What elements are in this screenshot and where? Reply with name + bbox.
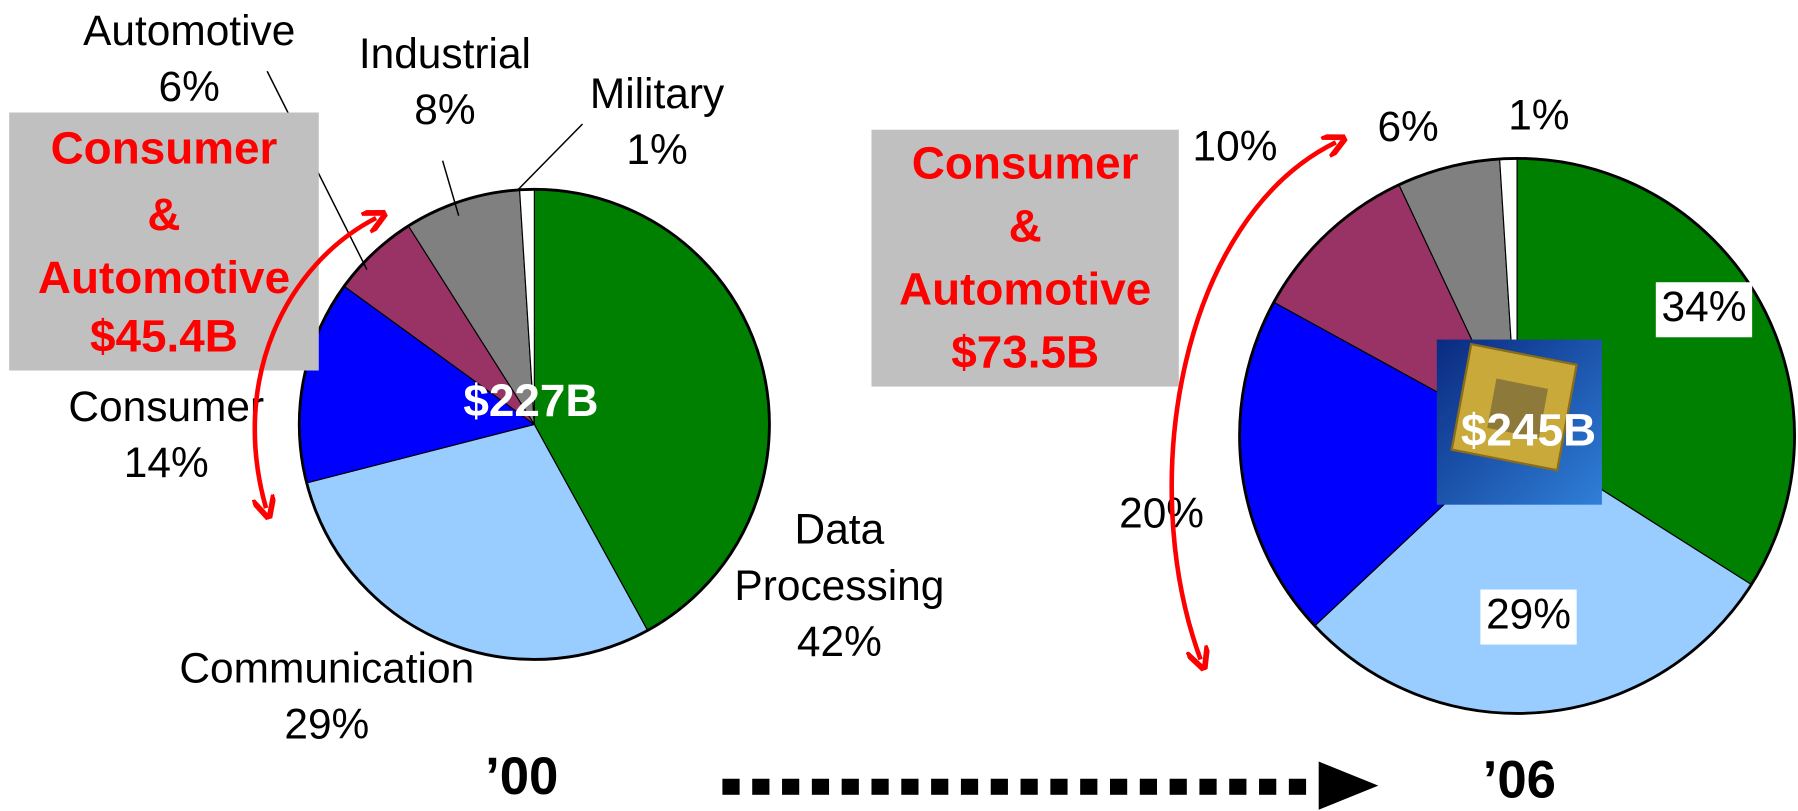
total-label: $227B bbox=[463, 374, 598, 426]
label-block: Military 1% bbox=[525, 66, 789, 178]
total-label: $245B bbox=[1461, 404, 1596, 456]
value-label: 6% bbox=[1377, 103, 1438, 150]
chip-die bbox=[1487, 378, 1549, 439]
dash bbox=[871, 778, 889, 795]
value-label: 1% bbox=[1508, 91, 1569, 138]
dash bbox=[841, 778, 859, 795]
slice-label: Industrial 8% bbox=[313, 25, 577, 137]
annotation-line: $45.4B bbox=[90, 310, 238, 362]
label-block: Industrial 8% bbox=[313, 25, 577, 137]
label-block: Consumer 14% bbox=[34, 379, 298, 491]
dash bbox=[1229, 778, 1247, 795]
dash bbox=[1259, 778, 1277, 795]
value-label: 10% bbox=[1193, 122, 1278, 169]
category-label: Communication bbox=[179, 644, 475, 692]
slice-label: Consumer 14% bbox=[34, 379, 298, 491]
label-background bbox=[1655, 282, 1753, 338]
dash bbox=[811, 778, 830, 795]
value-label: 29% bbox=[1486, 590, 1571, 637]
value-label: 42% bbox=[796, 618, 882, 666]
dash bbox=[931, 778, 949, 795]
dash bbox=[1109, 778, 1128, 795]
value-label: 6% bbox=[158, 63, 220, 111]
label-block: Communication 29% bbox=[143, 640, 510, 752]
slice-label: Data Processing 42% bbox=[708, 501, 972, 670]
annotation-line: & bbox=[147, 188, 180, 240]
dash bbox=[1199, 778, 1217, 795]
dash bbox=[752, 778, 770, 795]
leader-line bbox=[441, 160, 460, 216]
dash bbox=[722, 778, 740, 795]
category-label: Industrial bbox=[358, 29, 531, 77]
value-label: 1% bbox=[626, 126, 688, 174]
label-block: Automotive 6% bbox=[57, 2, 321, 114]
value-label: 34% bbox=[1662, 283, 1747, 330]
dash bbox=[960, 778, 979, 795]
year-label: ’06 bbox=[1483, 750, 1556, 809]
annotation-line: Automotive bbox=[899, 263, 1151, 315]
dash bbox=[782, 778, 800, 795]
dash bbox=[901, 778, 919, 795]
value-label: 8% bbox=[414, 86, 476, 134]
dash bbox=[1139, 778, 1158, 795]
value-label: 29% bbox=[284, 700, 370, 748]
label-background bbox=[1480, 589, 1577, 645]
timeline-arrow bbox=[722, 761, 1379, 810]
dash bbox=[1080, 778, 1098, 795]
annotation-line: Automotive bbox=[38, 251, 290, 303]
arrow-head bbox=[1318, 761, 1379, 810]
slice-label: Military 1% bbox=[525, 66, 789, 178]
label-block: Data Processing 42% bbox=[708, 501, 972, 670]
category-label: Data Processing bbox=[734, 505, 945, 610]
annotation-line: Consumer bbox=[51, 122, 278, 174]
dash bbox=[1288, 778, 1307, 795]
range-arrow bbox=[1169, 142, 1336, 659]
annotation-box bbox=[871, 129, 1179, 387]
leader-line bbox=[517, 123, 584, 190]
category-label: Automotive bbox=[83, 7, 296, 55]
category-label: Military bbox=[589, 70, 725, 118]
value-label: 14% bbox=[123, 439, 209, 487]
annotation-line: $73.5B bbox=[951, 326, 1099, 378]
dash bbox=[1050, 778, 1068, 795]
annotation-line: & bbox=[1009, 200, 1042, 252]
slice-label: Automotive 6% bbox=[57, 2, 321, 114]
value-label: 20% bbox=[1119, 489, 1204, 536]
pie-2000 bbox=[297, 187, 771, 661]
dash bbox=[990, 778, 1008, 795]
year-label: ’00 bbox=[485, 747, 558, 806]
chip-image bbox=[1436, 339, 1602, 505]
slice-label: Communication 29% bbox=[143, 640, 510, 752]
dash bbox=[1169, 778, 1187, 795]
range-arrow bbox=[255, 218, 376, 508]
category-label: Consumer bbox=[68, 383, 265, 431]
annotation-line: Consumer bbox=[912, 137, 1139, 189]
dash bbox=[1020, 778, 1038, 795]
